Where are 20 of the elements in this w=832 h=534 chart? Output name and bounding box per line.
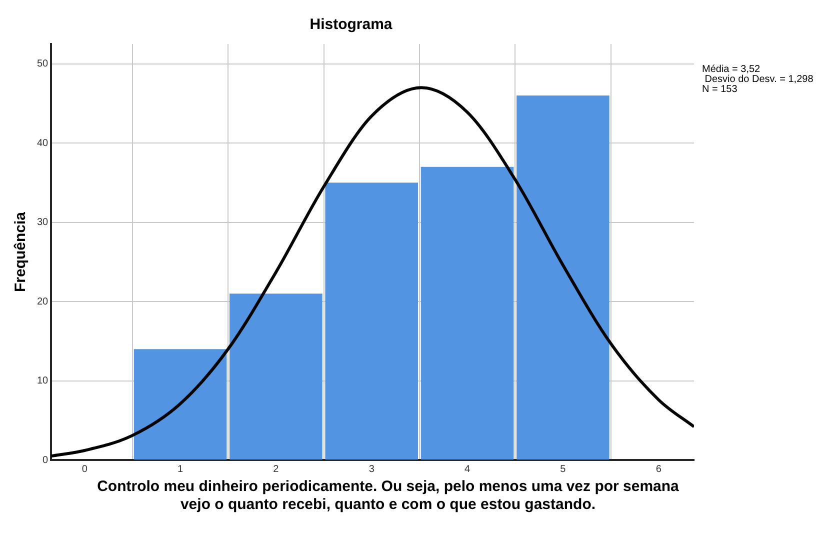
y-tick-label: 10 — [37, 376, 49, 387]
y-tick-label: 20 — [37, 296, 49, 308]
y-tick-label: 30 — [37, 217, 49, 228]
y-tick-label: 40 — [37, 138, 49, 149]
x-tick-label: 6 — [656, 464, 662, 475]
x-tick-label: 0 — [82, 464, 88, 475]
line-series — [51, 86, 694, 458]
x-axis-title: Controlo meu dinheiro periodicamente. Ou seja, pelo menos uma vez por semana vejo o quanto recebi, quanto e com o que estou gastando. — [96, 478, 680, 514]
chart-title: Histograma — [310, 16, 393, 34]
text: Desvio do Desv. = 1,298 — [702, 74, 814, 85]
x-tick-label: 4 — [464, 464, 470, 475]
x-tick-label: 5 — [560, 464, 566, 475]
x-tick-label: 3 — [368, 464, 375, 475]
x-tick-label: 1 — [177, 464, 184, 475]
text: Média = 3,52 — [702, 64, 761, 75]
y-tick-label: 0 — [42, 454, 49, 466]
x-tick-label: 2 — [273, 464, 280, 475]
y-axis-title: Frequência — [12, 211, 30, 292]
text: N = 153 — [702, 84, 738, 95]
y-tick-label: 50 — [37, 58, 49, 70]
